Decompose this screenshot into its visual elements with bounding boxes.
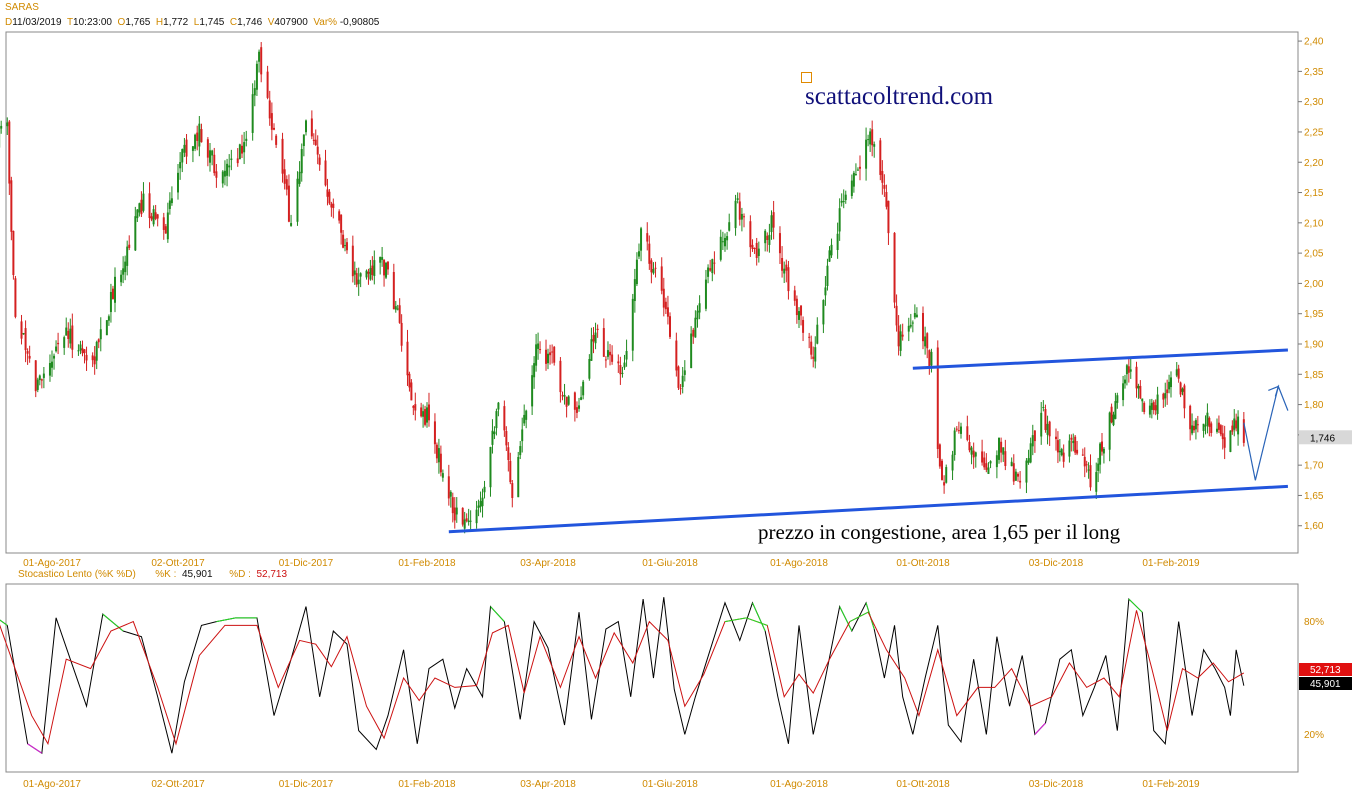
- stochastic-date-label: 01-Ott-2018: [896, 779, 950, 790]
- stochastic-axis-label: 20%: [1304, 730, 1324, 741]
- symbol-label: SARAS: [5, 2, 39, 13]
- high-value: 1,772: [163, 17, 189, 28]
- price-date-label: 01-Feb-2018: [398, 558, 456, 569]
- stochastic-axis-label: 80%: [1304, 617, 1324, 628]
- date-label: D: [5, 17, 13, 28]
- time-value: 10:23:00: [73, 17, 112, 28]
- projection-arrow: [1243, 384, 1289, 481]
- watermark-marker: [801, 72, 812, 83]
- low-value: 1,745: [199, 17, 225, 28]
- k-overbought-segment: [490, 606, 505, 622]
- k-line: [0, 597, 1245, 755]
- k-label: %K :: [155, 569, 177, 580]
- price-axis-label: 2,00: [1304, 279, 1324, 290]
- price-axis-label: 1,90: [1304, 339, 1324, 350]
- stochastic-header: Stocastico Lento (%K %D) %K : 45,901 %D …: [18, 569, 287, 580]
- k-overbought-segment: [839, 606, 853, 632]
- support-trendline: [448, 484, 1288, 534]
- volume-label: V: [267, 17, 275, 28]
- last-price-tag: 1,746: [1310, 433, 1335, 444]
- price-date-label: 01-Ago-2018: [770, 558, 828, 569]
- stochastic-date-label: 01-Dic-2017: [279, 779, 334, 790]
- d-value-tag-bg: [1299, 663, 1352, 676]
- stochastic-date-label: 01-Giu-2018: [642, 779, 698, 790]
- stochastic-date-label: 01-Feb-2018: [398, 779, 456, 790]
- k-oversold-segment: [1034, 722, 1046, 735]
- stochastic-date-label: 01-Ago-2018: [770, 779, 828, 790]
- price-axis-label: 1,60: [1304, 521, 1324, 532]
- volume-value: 407900: [274, 17, 308, 28]
- stochastic-date-label: 01-Feb-2019: [1142, 779, 1200, 790]
- price-axis-label: 1,80: [1304, 400, 1324, 411]
- price-date-label: 03-Dic-2018: [1029, 558, 1084, 569]
- k-value-tag: 45,901: [1310, 679, 1341, 690]
- price-axis-label: 2,25: [1304, 127, 1324, 138]
- k-overbought-segment: [1128, 598, 1143, 613]
- watermark-text: scattacoltrend.com: [805, 83, 994, 110]
- resistance-trendline: [912, 348, 1288, 370]
- last-price-tag-bg: [1299, 430, 1352, 445]
- price-date-label: 01-Dic-2017: [279, 558, 334, 569]
- d-overbought-segment: [745, 617, 768, 626]
- price-date-label: 01-Giu-2018: [642, 558, 698, 569]
- price-date-label: 01-Feb-2019: [1142, 558, 1200, 569]
- price-axis-label: 2,40: [1304, 37, 1324, 48]
- close-label: C: [229, 17, 238, 28]
- projection-arrow-head: [1268, 385, 1280, 397]
- k-overbought-segment: [752, 602, 766, 632]
- stochastic-date-label: 02-Ott-2017: [151, 779, 205, 790]
- var-value: -0,90805: [339, 17, 380, 28]
- price-date-label: 01-Ott-2018: [896, 558, 950, 569]
- d-overbought-segment: [724, 617, 747, 623]
- d-line: [0, 610, 1245, 746]
- price-date-label: 02-Ott-2017: [151, 558, 205, 569]
- price-axis-label: 1,85: [1304, 370, 1324, 381]
- price-date-label: 03-Apr-2018: [520, 558, 576, 569]
- date-value: 11/03/2019: [12, 17, 62, 28]
- symbol-title: SARAS: [5, 2, 39, 13]
- stochastic-title: Stocastico Lento (%K %D): [18, 569, 136, 580]
- price-axis-label: 2,20: [1304, 158, 1324, 169]
- low-label: L: [193, 17, 200, 28]
- k-value: 45,901: [181, 569, 213, 580]
- open-label: O: [117, 17, 126, 28]
- price-date-label: 01-Ago-2017: [23, 558, 81, 569]
- price-axis-label: 1,95: [1304, 309, 1324, 320]
- price-axis-label: 2,10: [1304, 218, 1324, 229]
- open-value: 1,765: [125, 17, 151, 28]
- candles: [0, 42, 1245, 534]
- d-value: 52,713: [256, 569, 288, 580]
- stochastic-date-label: 03-Apr-2018: [520, 779, 576, 790]
- stochastic-panel-frame: [5, 583, 1299, 773]
- k-overbought-segment: [0, 619, 8, 626]
- close-value: 1,746: [237, 17, 263, 28]
- k-overbought-segment: [216, 617, 236, 623]
- chart-annotation: prezzo in congestione, area 1,65 per il …: [758, 520, 1121, 544]
- time-label: T: [66, 17, 74, 28]
- stochastic-date-label: 01-Ago-2017: [23, 779, 81, 790]
- stochastic-date-label: 03-Dic-2018: [1029, 779, 1084, 790]
- price-axis-label: 2,30: [1304, 97, 1324, 108]
- high-label: H: [155, 17, 164, 28]
- d-value-tag: 52,713: [1310, 665, 1341, 676]
- price-panel-frame: [5, 31, 1299, 554]
- price-axis-label: 1,70: [1304, 461, 1324, 472]
- k-oversold-segment: [27, 743, 43, 754]
- k-overbought-segment: [102, 613, 124, 632]
- var-label: Var%: [313, 17, 338, 28]
- d-label: %D :: [229, 569, 251, 580]
- price-axis-label: 2,15: [1304, 188, 1324, 199]
- d-overbought-segment: [849, 611, 869, 623]
- quote-bar: D11/03/2019 T10:23:00 O1,765 H1,772 L1,7…: [5, 17, 379, 28]
- price-axis-label: 2,35: [1304, 67, 1324, 78]
- price-axis-label: 2,05: [1304, 249, 1324, 260]
- price-axis-label: 1,65: [1304, 491, 1324, 502]
- k-value-tag-bg: [1299, 677, 1352, 690]
